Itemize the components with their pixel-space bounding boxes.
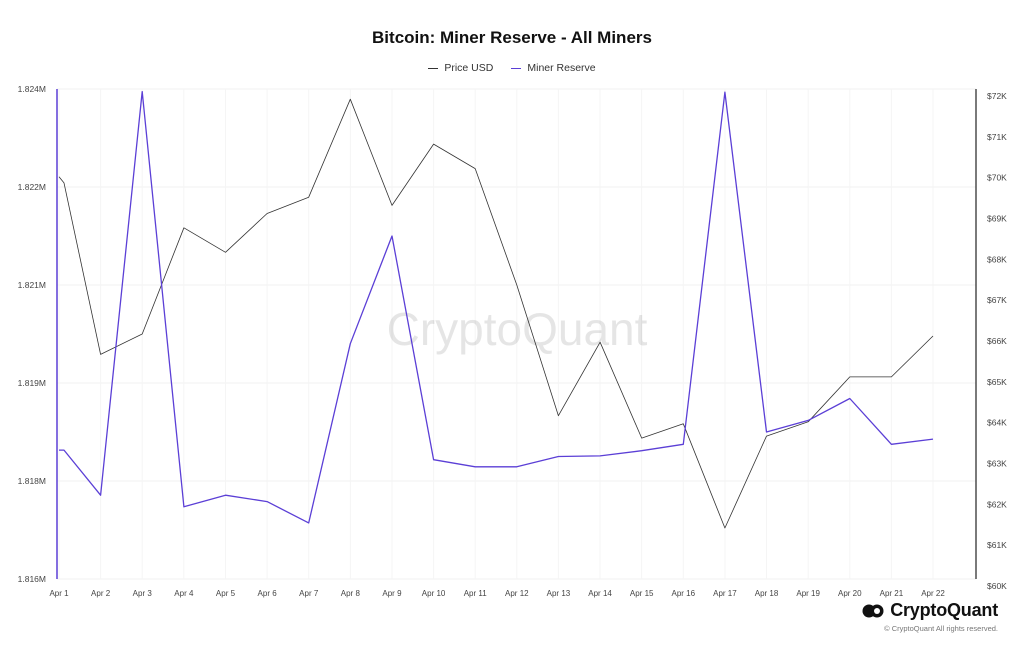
legend-swatch-price (428, 67, 439, 69)
y-left-tick-label: 1.818M (18, 476, 46, 486)
x-tick-label: Apr 10 (422, 589, 446, 598)
x-tick-label: Apr 17 (713, 589, 737, 598)
y-right-tick-label: $68K (987, 254, 1007, 264)
y-left-tick-label: 1.821M (18, 280, 46, 290)
copyright-text: © CryptoQuant All rights reserved. (884, 624, 998, 633)
grid-lines (57, 88, 976, 580)
y-right-tick-label: $65K (987, 377, 1007, 387)
x-tick-label: Apr 13 (547, 589, 571, 598)
x-tick-label: Apr 18 (755, 589, 779, 598)
x-tick-label: Apr 4 (174, 589, 194, 598)
x-tick-label: Apr 9 (382, 589, 402, 598)
series-lines (58, 90, 934, 529)
legend-label-price: Price USD (444, 62, 494, 74)
y-right-tick-label: $61K (987, 540, 1007, 550)
y-right-tick-label: $62K (987, 499, 1007, 509)
cryptoquant-logo-icon (862, 604, 884, 617)
x-tick-label: Apr 3 (133, 589, 153, 598)
x-tick-label: Apr 19 (796, 589, 820, 598)
x-tick-label: Apr 6 (258, 589, 278, 598)
y-right-tick-label: $70K (987, 173, 1007, 183)
x-tick-label: Apr 7 (299, 589, 319, 598)
x-tick-label: Apr 8 (341, 589, 361, 598)
y-right-tick-label: $72K (987, 91, 1007, 101)
x-tick-label: Apr 14 (588, 589, 612, 598)
y-left-tick-label: 1.819M (18, 378, 46, 388)
x-tick-label: Apr 11 (464, 589, 488, 598)
y-right-tick-label: $63K (987, 459, 1007, 469)
legend-swatch-miner-reserve (511, 67, 522, 69)
chart-title: Bitcoin: Miner Reserve - All Miners (372, 28, 652, 47)
legend-item-price[interactable]: Price USD (428, 62, 493, 74)
y-right-tick-label: $60K (987, 581, 1007, 591)
legend-label-miner-reserve: Miner Reserve (527, 62, 596, 74)
x-tick-label: Apr 2 (91, 589, 111, 598)
x-tick-label: Apr 1 (49, 589, 69, 598)
y-right-tick-label: $71K (987, 132, 1007, 142)
brand-name: CryptoQuant (890, 600, 998, 620)
y-left-tick-label: 1.824M (18, 84, 46, 94)
y-left-tick-label: 1.822M (18, 182, 46, 192)
axes: 1.824M 1.822M 1.821M 1.819M 1.818M 1.816M $72K… (18, 84, 1008, 598)
x-tick-label: Apr 20 (838, 589, 862, 598)
x-tick-label: Apr 16 (672, 589, 696, 598)
legend-item-miner-reserve[interactable]: Miner Reserve (511, 62, 596, 74)
x-tick-label: Apr 5 (216, 589, 236, 598)
brand: CryptoQuant (862, 600, 998, 621)
chart-legend: Price USD Miner Reserve (0, 62, 1024, 74)
y-right-tick-label: $64K (987, 418, 1007, 428)
watermark-text: CryptoQuant (387, 303, 648, 355)
x-tick-label: Apr 15 (630, 589, 654, 598)
x-tick-label: Apr 21 (880, 589, 904, 598)
y-left-tick-label: 1.816M (18, 574, 46, 584)
x-tick-label: Apr 12 (505, 589, 529, 598)
x-tick-label: Apr 22 (921, 589, 945, 598)
y-right-tick-label: $67K (987, 295, 1007, 305)
y-right-tick-label: $66K (987, 336, 1007, 346)
y-right-tick-label: $69K (987, 214, 1007, 224)
